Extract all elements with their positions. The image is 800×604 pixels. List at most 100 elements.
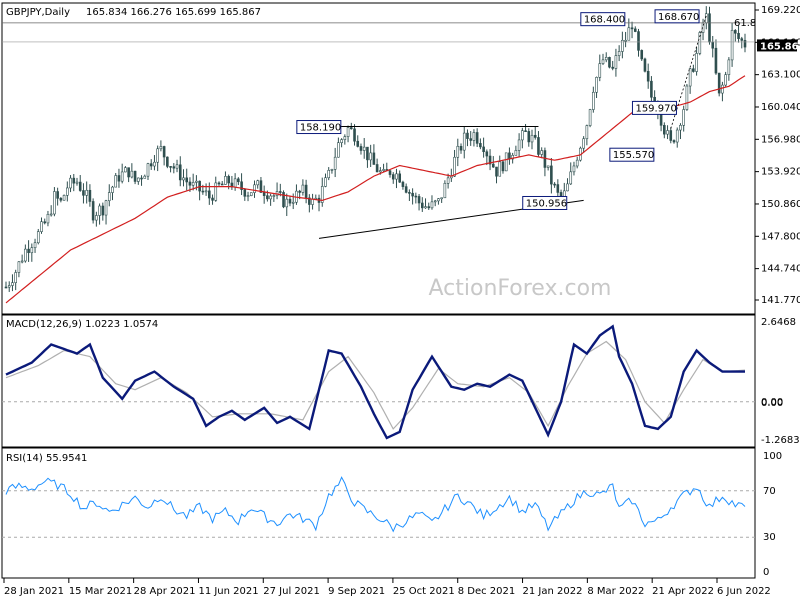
candle-body (672, 140, 676, 143)
date-tick-label: 6 Jun 2022 (717, 586, 771, 597)
candle-body (220, 183, 224, 186)
macd-tick-label: -1.2683 (761, 435, 800, 446)
candle-body (414, 195, 418, 198)
current-price-label: 165.867 (760, 41, 800, 52)
rsi-panel-frame (1, 447, 756, 579)
candle-body (537, 137, 540, 155)
candle-body (20, 260, 24, 263)
candle-body (340, 139, 343, 143)
candle-body (553, 183, 556, 186)
candle-body (149, 163, 153, 167)
rsi-tick-label: 100 (763, 451, 782, 462)
candle-body (308, 197, 311, 205)
candle-body (33, 242, 37, 249)
candle-body (333, 156, 337, 170)
candle-body (688, 68, 692, 87)
date-tick-label: 11 Jun 2021 (198, 586, 258, 597)
candle-body (124, 167, 127, 173)
annotation-label: 158.190 (300, 123, 341, 134)
date-tick-label: 28 Apr 2021 (134, 586, 196, 597)
candle-body (692, 68, 695, 72)
candle-body (285, 198, 289, 208)
candle-body (743, 40, 747, 48)
candle-body (372, 152, 376, 165)
candle-body (349, 127, 353, 130)
date-tick-label: 21 Jan 2022 (523, 586, 583, 597)
candle-body (582, 138, 585, 149)
candle-body (498, 161, 502, 177)
candle-body (208, 190, 211, 199)
candle-body (375, 164, 379, 173)
candle-body (243, 189, 247, 197)
candle-body (608, 57, 611, 68)
fib-label: 61.8 (734, 18, 756, 29)
candle-body (472, 132, 476, 141)
candle-body (262, 192, 266, 196)
candle-body (237, 178, 240, 183)
candle-body (269, 195, 272, 200)
candle-body (714, 47, 718, 74)
candle-body (298, 190, 301, 193)
candle-body (588, 109, 592, 126)
candle-body (521, 130, 524, 141)
candle-body (395, 173, 398, 180)
candle-body (527, 131, 531, 143)
candle-body (398, 173, 402, 183)
rsi-title: RSI(14) 55.9541 (6, 453, 87, 464)
price-axis: 169.220166.160163.100160.040156.980153.9… (755, 5, 800, 306)
price-tick-label: 156.980 (761, 134, 800, 145)
candle-body (621, 39, 624, 52)
candle-body (666, 130, 669, 135)
candle-body (637, 31, 640, 51)
candle-body (343, 136, 347, 140)
candle-body (204, 190, 208, 193)
candle-body (140, 177, 143, 180)
candle-body (195, 180, 198, 183)
price-tick-label: 147.800 (761, 231, 800, 242)
candle-body (133, 170, 137, 182)
candle-body (685, 85, 689, 110)
candle-body (443, 183, 447, 199)
rsi-tick-label: 30 (763, 532, 776, 543)
candle-body (356, 140, 360, 147)
price-tick-label: 163.100 (761, 70, 800, 81)
candle-body (401, 181, 405, 187)
candle-body (417, 196, 421, 204)
candle-body (159, 146, 163, 150)
date-tick-label: 8 Mar 2022 (587, 586, 644, 597)
candle-body (614, 55, 618, 69)
candle-body (172, 166, 176, 169)
candle-body (59, 198, 63, 201)
candle-body (259, 180, 263, 193)
candle-body (682, 109, 685, 126)
candle-body (508, 152, 511, 160)
candle-body (88, 189, 92, 202)
candle-body (514, 150, 518, 156)
candle-body (556, 184, 560, 193)
candle-body (533, 134, 537, 138)
candle-body (130, 170, 134, 178)
macd-title: MACD(12,26,9) 1.0223 1.0574 (6, 319, 158, 330)
candle-body (227, 176, 230, 184)
candle-body (740, 38, 744, 41)
annotation-label: 168.670 (658, 12, 699, 23)
rsi-tick-label: 0 (763, 567, 769, 578)
candle-body (466, 132, 469, 139)
candle-body (69, 177, 72, 189)
candle-body (66, 187, 69, 196)
candle-body (663, 125, 666, 135)
candle-body (511, 154, 514, 160)
candle-body (488, 155, 492, 165)
candle-body (611, 66, 614, 69)
candle-body (704, 13, 708, 24)
candle-body (711, 41, 715, 49)
candle-body (411, 192, 414, 197)
candle-body (146, 163, 150, 177)
candle-body (156, 148, 159, 163)
date-tick-label: 15 Mar 2021 (69, 586, 132, 597)
candle-body (566, 183, 569, 192)
candle-body (727, 59, 731, 75)
candle-body (246, 195, 250, 197)
